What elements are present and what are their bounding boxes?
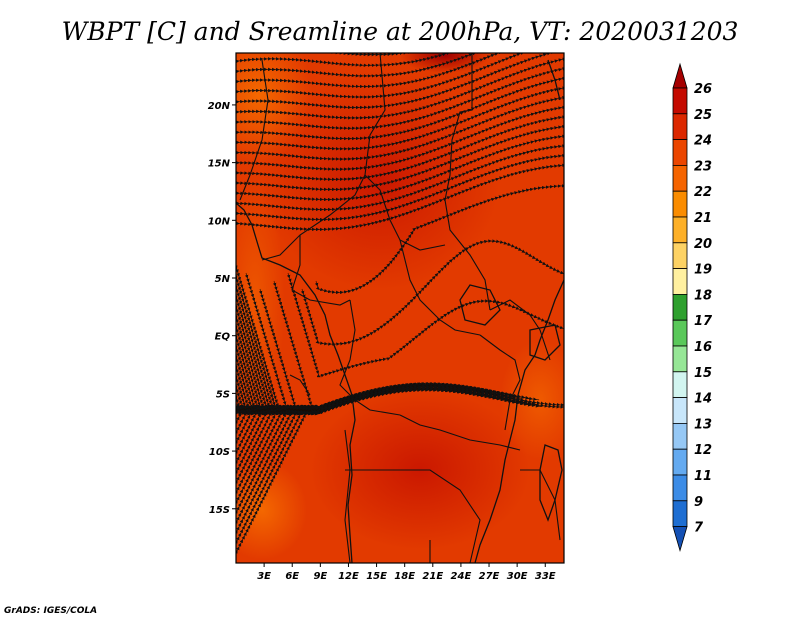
colorbar-swatch [672,216,688,244]
colorbar-label: 15 [694,366,712,381]
lon-tick-label: 15E [366,571,387,582]
colorbar-swatch [672,139,688,166]
colorbar-swatch [672,345,688,373]
colorbar-label: 25 [694,108,712,123]
lon-tick-label: 24E [451,571,472,582]
lon-tick-label: 6E [285,571,299,582]
colorbar-label: 12 [694,443,712,458]
colorbar-label: 18 [694,288,712,303]
longitude-ticks: 3E 6E 9E 12E 15E 18E 21E 24E 27E 30E 33E [257,563,556,582]
lon-tick-label: 33E [535,571,556,582]
coastlines [236,59,564,563]
colorbar-label: 16 [694,340,712,355]
colorbar-label: 14 [694,392,712,407]
grads-credit: GrADS: IGES/COLA [4,606,97,616]
latitude-ticks: 20N 15N 10N 5N EQ 5S 10S 15S [208,101,236,516]
lat-tick-label: 15S [209,505,230,516]
colorbar-label: 11 [694,469,712,484]
lon-tick-label: 9E [313,571,327,582]
colorbar-swatch [672,371,688,398]
lat-tick-label: EQ [215,332,231,343]
colorbar-label: 22 [694,185,712,200]
colorbar-swatch [672,164,688,192]
colorbar-swatch [672,113,688,141]
lat-tick-label: 15N [208,159,231,170]
colorbar-label: 13 [694,417,712,432]
colorbar-swatch [672,474,688,502]
colorbar-label: 17 [694,314,713,329]
lat-tick-label: 5S [216,389,230,400]
colorbar-swatch [672,319,688,347]
lon-tick-label: 21E [422,571,443,582]
colorbar-swatch [672,268,688,295]
streamlines [236,53,564,563]
colorbar-label: 23 [694,159,712,174]
colorbar-label: 21 [694,211,712,226]
lon-tick-label: 3E [257,571,271,582]
colorbar-label: 24 [694,134,712,149]
colorbar-swatch [672,242,688,270]
chart-title: WBPT [C] and Sreamline at 200hPa, VT: 20… [62,17,739,46]
colorbar-swatch [672,422,688,450]
cool-patch-sw [236,460,307,560]
colorbar-label: 19 [694,263,712,278]
lon-tick-label: 12E [338,571,359,582]
colorbar-label: 26 [694,82,712,97]
colorbar-swatch [672,397,688,424]
lat-tick-label: 5N [215,274,231,285]
lat-tick-label: 10N [208,216,231,227]
map-area [236,53,564,563]
colorbar-bottom-arrow [672,526,688,553]
lon-tick-label: 30E [507,571,528,582]
lon-tick-label: 27E [479,571,500,582]
colorbar-swatch [672,448,688,476]
country-borders [239,53,561,563]
lat-tick-label: 10S [209,447,230,458]
colorbar-top-arrow [672,62,688,89]
colorbar-swatch [672,87,688,115]
colorbar-swatch [672,190,688,218]
map-frame [235,52,565,564]
colorbar-label: 20 [694,237,712,252]
lat-tick-label: 20N [208,101,231,112]
colorbar-swatch [672,293,688,321]
colorbar-swatch [672,500,688,527]
lon-tick-label: 18E [394,571,415,582]
colorbar: 26 25 24 23 22 21 20 19 18 17 16 15 14 13 12 11 9 7 [672,62,713,553]
colorbar-label: 9 [694,495,703,510]
colorbar-label: 7 [694,521,704,536]
streamline [314,183,564,295]
